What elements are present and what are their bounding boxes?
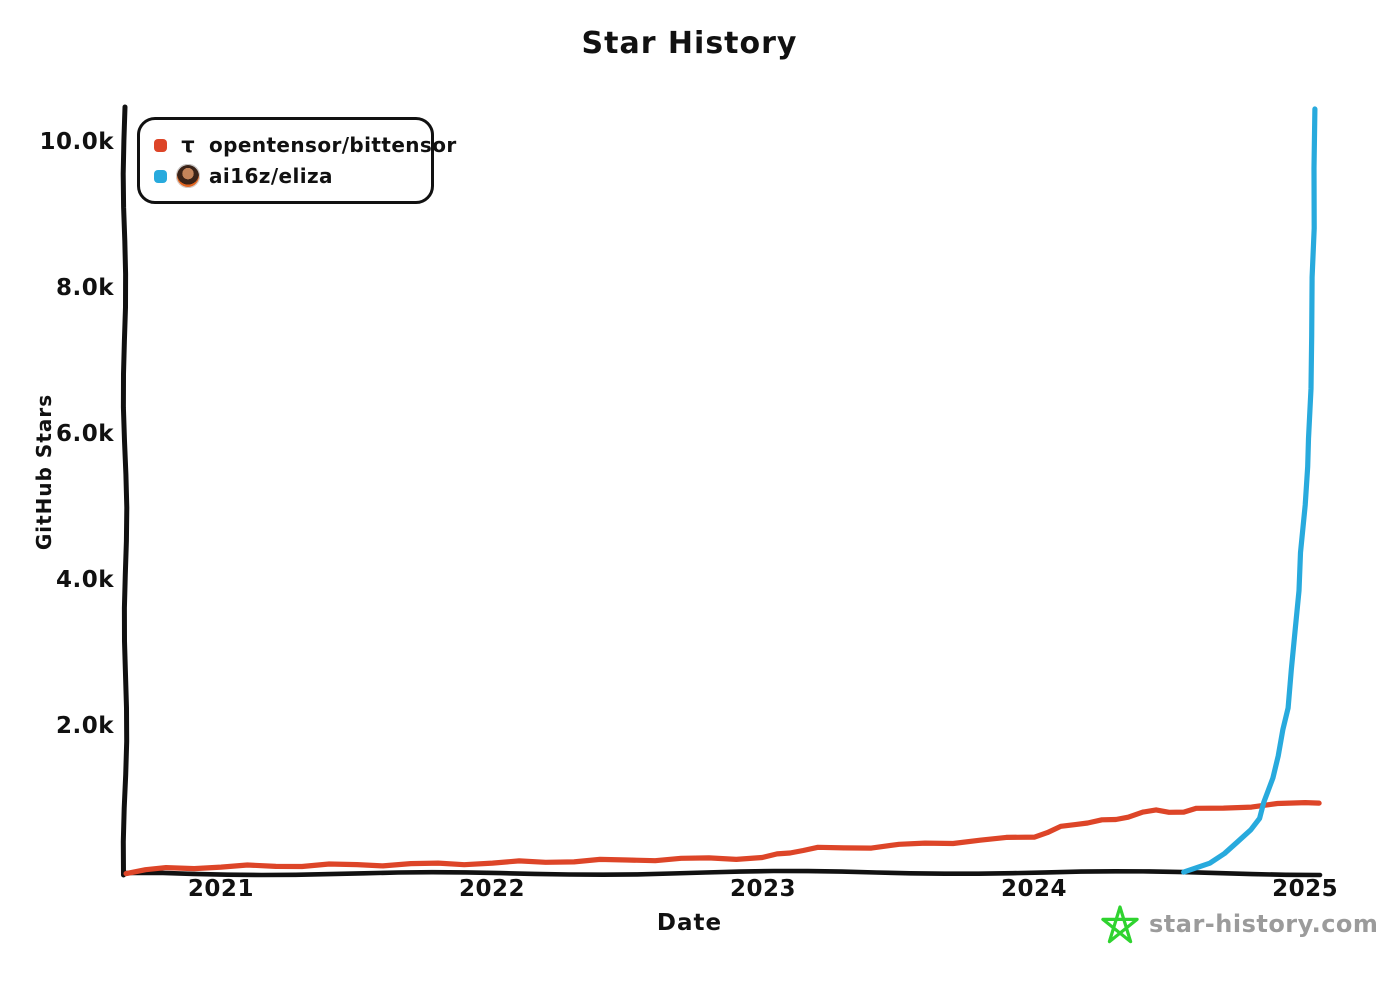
y-tick-6.0k: 6.0k <box>55 420 114 447</box>
x-tick-2021: 2021 <box>187 876 254 902</box>
x-tick-2023: 2023 <box>730 876 797 902</box>
x-axis-line <box>122 868 1323 878</box>
x-tick-2024: 2024 <box>1001 876 1068 902</box>
legend-item-ai16z-eliza: ai16z/eliza <box>154 162 417 190</box>
legend-item-opentensor-bittensor: τ opentensor/bittensor <box>154 131 456 159</box>
legend-label: ai16z/eliza <box>209 164 333 188</box>
series-color-marker <box>154 169 167 183</box>
x-tick-2022: 2022 <box>458 876 525 902</box>
y-tick-8.0k: 8.0k <box>55 274 114 301</box>
y-tick-2.0k: 2.0k <box>55 712 114 739</box>
y-axis-label: GitHub Stars <box>32 393 56 551</box>
opentensor-bittensor-line <box>123 799 1322 877</box>
ai16z-eliza-line <box>1181 106 1318 875</box>
watermark: star-history.com <box>1100 903 1378 945</box>
x-axis-label: Date <box>656 910 723 936</box>
legend: τ opentensor/bittensor ai16z/eliza <box>137 117 456 204</box>
chart-title: Star History <box>581 26 798 61</box>
star-history-logo-icon <box>1101 905 1139 944</box>
legend-label: opentensor/bittensor <box>209 133 457 157</box>
y-tick-4.0k: 4.0k <box>55 566 114 593</box>
series-color-marker <box>154 138 167 152</box>
watermark-text: star-history.com <box>1149 910 1379 938</box>
y-tick-10.0k: 10.0k <box>39 128 114 155</box>
tau-logo-icon: τ <box>181 133 195 157</box>
x-tick-2025: 2025 <box>1272 876 1339 902</box>
eliza-avatar-icon <box>176 164 200 188</box>
y-axis-line <box>120 104 130 878</box>
